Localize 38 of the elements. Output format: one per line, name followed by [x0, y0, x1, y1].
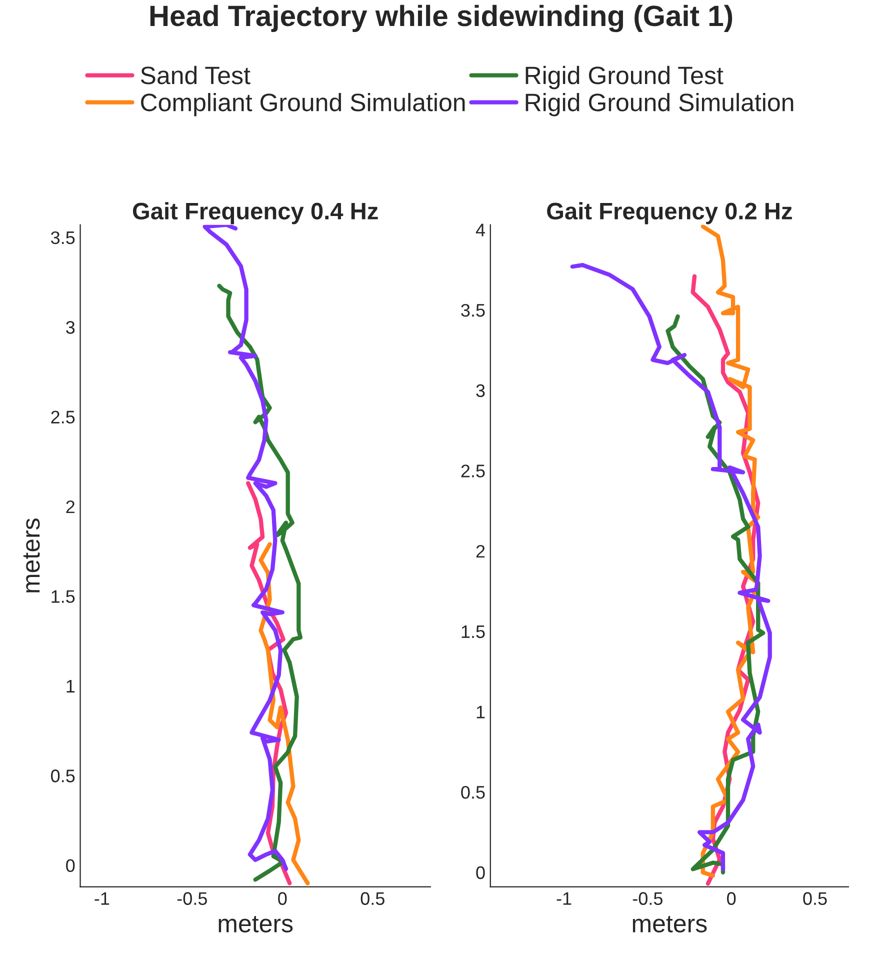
- y-tick-label: 2.5: [51, 410, 75, 424]
- legend-label: Compliant Ground Simulation: [141, 92, 465, 116]
- y-tick-label: 4: [476, 224, 486, 236]
- y-tick-label: 3: [476, 384, 485, 398]
- x-tick-label: -0.5: [177, 892, 207, 905]
- y-tick-label: 3.5: [50, 231, 75, 244]
- x-tick-label: 0.5: [360, 892, 384, 905]
- y-axis-title: meters: [23, 518, 40, 592]
- y-tick-label: 0.5: [461, 786, 485, 799]
- y-tick-label: 1: [66, 680, 75, 692]
- line-series: [570, 262, 772, 872]
- y-tick-label: 1.5: [52, 590, 75, 603]
- x-tick-label: -0.5: [632, 892, 662, 905]
- x-tick-label: 0.5: [803, 892, 827, 905]
- y-tick-label: 0: [66, 859, 75, 872]
- legend-label: Rigid Ground Simulation: [526, 92, 794, 116]
- y-tick-label: 2: [66, 500, 74, 514]
- y-tick-label: 1.5: [462, 625, 485, 638]
- chart-subtitle: Gait Frequency 0.2 Hz: [547, 202, 792, 224]
- y-tick-label: 0.5: [51, 770, 75, 782]
- x-tick-label: 0: [278, 892, 287, 905]
- legend-label: Sand Test: [140, 66, 250, 84]
- y-tick-label: 3.5: [461, 304, 485, 317]
- y-tick-label: 0: [476, 866, 485, 880]
- legend-label: Rigid Ground Test: [526, 66, 724, 90]
- x-tick-label: 0: [727, 892, 736, 905]
- line-series: [217, 284, 303, 882]
- y-tick-label: 1: [476, 706, 485, 718]
- chart-title: Head Trajectory while sidewinding (Gait 1): [150, 4, 732, 32]
- y-tick-label: 2.5: [461, 464, 485, 478]
- y-tick-label: 3: [66, 321, 75, 334]
- line-series: [202, 224, 288, 871]
- x-axis-title: meters: [632, 916, 707, 932]
- x-tick-label: -1: [556, 892, 572, 905]
- y-tick-label: 2: [476, 544, 485, 558]
- x-axis-title: meters: [218, 916, 293, 932]
- x-tick-label: -1: [94, 892, 110, 905]
- chart-subtitle: Gait Frequency 0.4 Hz: [132, 202, 378, 224]
